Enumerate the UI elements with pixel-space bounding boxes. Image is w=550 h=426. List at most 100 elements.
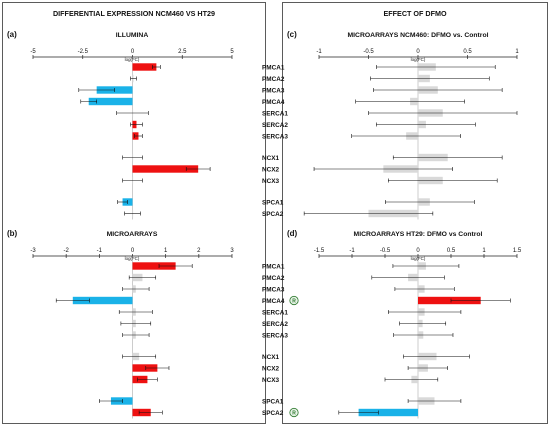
panel-c: (c) MICROARRAYS NCM460: DFMO vs. Control… (262, 30, 519, 220)
left-header: DIFFERENTIAL EXPRESSION NCM460 VS HT29 (53, 9, 215, 18)
gene-label-pmca3: PMCA3 (262, 286, 285, 293)
panel-c-tag: (c) (287, 30, 297, 39)
gene-label-ncx2: NCX2 (262, 166, 279, 173)
error-bar-ncx1 (122, 354, 157, 359)
gene-label-pmca2: PMCA2 (262, 76, 285, 83)
gene-label-spca1: SPCA1 (262, 398, 284, 405)
error-bar-ncx3 (137, 377, 158, 382)
gene-label-pmca1: PMCA1 (262, 263, 285, 270)
gene-label-pmca4: PMCA4 (262, 298, 285, 305)
gene-label-ncx2: NCX2 (262, 365, 279, 372)
gene-label-pmca3: PMCA3 (262, 87, 285, 94)
x-tick-label: 1 (482, 248, 486, 254)
error-bar-spca2 (338, 410, 379, 415)
gene-label-pmca1: PMCA1 (262, 64, 285, 71)
error-bar-pmca2 (371, 275, 445, 280)
gene-label-ncx3: NCX3 (262, 178, 279, 185)
error-bar-ncx3 (384, 377, 439, 382)
error-bar-ncx2 (145, 366, 170, 370)
bar-ncx2 (132, 165, 199, 173)
x-tick-label: -2 (63, 248, 69, 254)
error-bar-pmca2 (128, 275, 157, 280)
panel-a-tag: (a) (7, 30, 17, 39)
panel-d-badges: RR (289, 295, 299, 418)
gene-label-spca2: SPCA2 (262, 410, 284, 417)
panel-d-tag: (d) (287, 229, 298, 238)
x-tick-label: 0 (131, 248, 135, 254)
gene-label-ncx1: NCX1 (262, 354, 279, 361)
error-bar-ncx1 (392, 155, 503, 160)
error-bar-spca1 (117, 200, 128, 204)
panel-a: (a) ILLUMINA -5 -2.5 0 2.5 5 log(FC) (7, 30, 234, 220)
panel-d-plot (338, 256, 511, 419)
error-bar-spca2 (124, 211, 141, 216)
error-bar-pmca2 (130, 76, 137, 81)
error-bar-pmca3 (394, 287, 455, 291)
panel-c-title: MICROARRAYS NCM460: DFMO vs. Control (348, 32, 489, 39)
error-bar-pmca4 (55, 298, 90, 303)
x-tick-label: -1 (349, 248, 355, 254)
gene-label-pmca2: PMCA2 (262, 275, 285, 282)
error-bar-spca2 (303, 211, 434, 216)
panel-d-xlabel: log(FC) (411, 256, 426, 261)
panel-c-genes: PMCA1 PMCA2 PMCA3 PMCA4 SERCA1 SERCA2 SERCA3 NC… (262, 64, 288, 218)
badge-spca2: R (289, 407, 299, 418)
error-bar-serca2 (399, 321, 447, 326)
error-bar-serca3 (122, 333, 150, 337)
panel-c-plot (303, 57, 518, 220)
error-bar-serca3 (134, 134, 143, 138)
error-bar-serca2 (120, 321, 152, 326)
error-bar-spca2 (138, 410, 163, 415)
gene-label-serca1: SERCA1 (262, 110, 288, 117)
panel-d: (d) MICROARRAYS HT29: DFMO vs Control -1… (262, 229, 522, 419)
x-tick-label: -1 (97, 248, 103, 254)
error-bar-serca1 (118, 310, 153, 314)
gene-label-spca2: SPCA2 (262, 211, 284, 218)
panel-b: (b) MICROARRAYS -3 -2 -1 0 1 2 3 log(FC) (7, 229, 234, 419)
gene-label-serca3: SERCA3 (262, 332, 288, 339)
x-tick-label: 0.5 (447, 248, 456, 254)
error-bar-spca1 (407, 399, 462, 403)
x-tick-label: -1.5 (314, 248, 325, 254)
panel-a-title: ILLUMINA (116, 32, 149, 39)
error-bar-ncx1 (403, 354, 470, 359)
x-tick-label: 3 (230, 248, 234, 254)
error-bar-ncx3 (387, 178, 498, 183)
error-bar-ncx2 (407, 366, 449, 370)
bar-pmca1 (132, 63, 157, 71)
panel-b-tag: (b) (7, 229, 18, 238)
error-bar-pmca1 (376, 65, 496, 69)
x-tick-label: 1.5 (513, 248, 522, 254)
error-bar-spca1 (385, 200, 475, 204)
error-bar-serca3 (393, 333, 454, 337)
error-bar-ncx2 (313, 167, 453, 171)
x-tick-label: 1 (164, 248, 168, 254)
bar-pmca4 (88, 97, 133, 106)
error-bar-spca1 (99, 399, 123, 403)
error-bar-ncx3 (122, 178, 143, 183)
x-tick-label: -3 (30, 248, 36, 254)
x-tick-label: 0 (131, 49, 135, 55)
error-bar-pmca1 (158, 264, 193, 268)
gene-label-serca2: SERCA2 (262, 321, 288, 328)
error-bar-serca2 (376, 122, 476, 127)
error-bar-serca1 (368, 111, 518, 115)
panel-d-genes: PMCA1 PMCA2 PMCA3 PMCA4 SERCA1 SERCA2 SERCA3 NC… (262, 263, 288, 417)
panel-c-xlabel: log(FC) (411, 57, 426, 62)
panel-b-title: MICROARRAYS (107, 231, 158, 238)
gene-label-serca1: SERCA1 (262, 309, 288, 316)
panel-d-title: MICROARRAYS HT29: DFMO vs Control (354, 231, 483, 238)
right-header: EFFECT OF DFMO (383, 9, 446, 18)
error-bar-serca2 (130, 122, 143, 127)
x-tick-label: 2.5 (178, 49, 187, 55)
error-bar-pmca4 (80, 99, 97, 104)
error-bar-pmca4 (355, 99, 465, 104)
bar-pmca4 (418, 296, 481, 305)
bar-pmca1 (132, 262, 176, 270)
bar-pmca4 (72, 296, 133, 305)
bar-spca2 (358, 408, 418, 417)
error-bar-pmca3 (122, 287, 150, 291)
error-bar-pmca4 (450, 298, 511, 303)
error-bar-serca1 (387, 310, 462, 314)
